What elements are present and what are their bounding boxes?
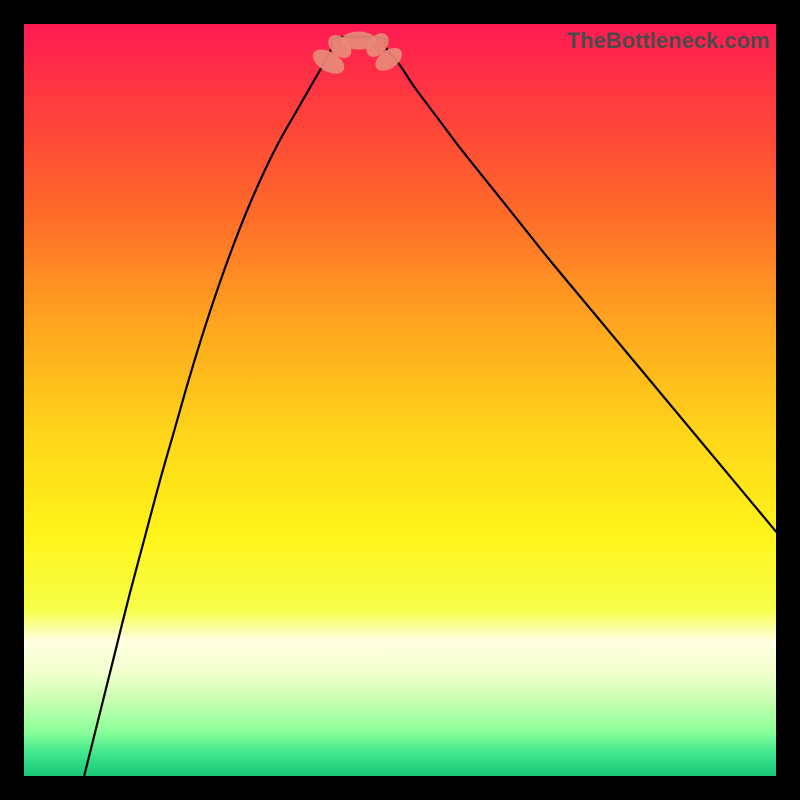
curve-layer xyxy=(24,24,776,776)
plot-area xyxy=(24,24,776,776)
bottleneck-curve xyxy=(84,37,776,776)
watermark-text: TheBottleneck.com xyxy=(567,28,770,54)
